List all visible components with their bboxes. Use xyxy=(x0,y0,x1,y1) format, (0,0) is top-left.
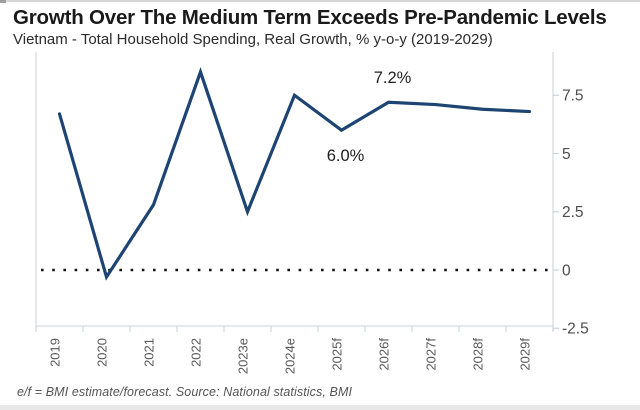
y-axis-label: 0 xyxy=(562,262,571,279)
x-axis-label: 2023e xyxy=(236,338,251,374)
y-axis-label: -2.5 xyxy=(562,321,589,338)
bottom-band xyxy=(0,405,640,410)
x-axis-label: 2022 xyxy=(189,338,204,367)
spending-growth-line xyxy=(57,67,532,281)
y-axis-label: 5 xyxy=(562,146,571,163)
x-axis-label: 2029f xyxy=(518,338,533,371)
x-axis-label: 2021 xyxy=(142,338,157,367)
data-point-annotation: 6.0% xyxy=(327,147,365,165)
data-point-annotation: 7.2% xyxy=(374,69,412,87)
x-axis-label: 2025f xyxy=(330,338,345,371)
y-axis-label: 7.5 xyxy=(562,88,584,105)
source-footnote: e/f = BMI estimate/forecast. Source: Nat… xyxy=(17,385,353,399)
x-axis-label: 2024e xyxy=(283,338,298,374)
x-axis-label: 2028f xyxy=(471,338,486,371)
chart-title: Growth Over The Medium Term Exceeds Pre-… xyxy=(13,6,607,29)
x-axis-label: 2027f xyxy=(424,338,439,371)
chart-subtitle: Vietnam - Total Household Spending, Real… xyxy=(13,31,493,48)
chart-header: Growth Over The Medium Term Exceeds Pre-… xyxy=(13,6,634,48)
x-axis-label: 2026f xyxy=(377,338,392,371)
x-axis-label: 2019 xyxy=(48,338,63,367)
window-top-edge xyxy=(0,0,640,2)
x-axis-label: 2020 xyxy=(95,338,110,367)
y-axis-label: 2.5 xyxy=(562,204,584,221)
window-corner-mark xyxy=(0,0,6,3)
